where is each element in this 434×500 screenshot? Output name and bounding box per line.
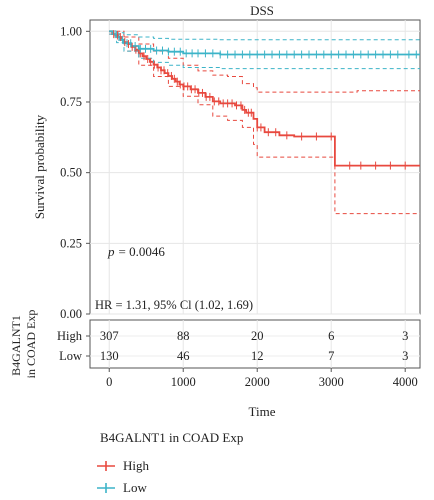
risk-count-low: 12 [251, 349, 264, 363]
y-axis: 0.00 0.25 0.50 0.75 1.00 [60, 24, 90, 321]
risk-table-ylabel-line-1: B4GALNT1 [9, 315, 23, 376]
risk-count-high: 6 [328, 329, 334, 343]
risk-count-low: 130 [100, 349, 119, 363]
grid [90, 20, 420, 315]
y-tick-label: 0.25 [60, 236, 82, 250]
risk-table-grid [90, 320, 420, 368]
y-tick-label: 1.00 [60, 24, 82, 38]
risk-table-ylabel-line-2: in COAD Exp [24, 310, 38, 379]
censor-marks [113, 30, 417, 170]
y-tick-label: 0.50 [60, 166, 82, 180]
high-upper-ci-line [109, 30, 420, 93]
p-value-annotation: p = 0.0046 [107, 244, 165, 259]
risk-count-high: 3 [402, 329, 408, 343]
y-axis-label: Survival probability [32, 114, 47, 219]
plot-border [89, 19, 421, 315]
x-axis-label: Time [249, 404, 276, 419]
main-plot-panel: 0.00 0.25 0.50 0.75 1.00 Survival probabilit… [32, 19, 421, 321]
legend-items: High Low [97, 458, 150, 495]
y-tick-label: 0.75 [60, 95, 82, 109]
risk-count-high: 20 [251, 329, 264, 343]
chart-title: DSS [250, 3, 274, 18]
p-symbol: p [107, 244, 115, 259]
legend: B4GALNT1 in COAD Exp High Low [97, 430, 243, 495]
x-tick-label: 2000 [245, 375, 270, 389]
low-lower-ci-line [109, 33, 420, 70]
hazard-ratio-annotation: HR = 1.31, 95% Cl (1.02, 1.69) [95, 298, 253, 312]
risk-count-low: 7 [328, 349, 334, 363]
high-lower-ci-line [109, 33, 420, 215]
risk-table-rows: High 307 88 20 6 3 Low 130 46 12 7 3 [57, 329, 408, 363]
x-tick-label: 4000 [393, 375, 418, 389]
x-tick-label: 3000 [319, 375, 344, 389]
risk-count-high: 307 [100, 329, 119, 343]
x-tick-label: 1000 [171, 375, 196, 389]
legend-high-label: High [123, 458, 150, 473]
risk-count-low: 3 [402, 349, 408, 363]
x-axis: 0 1000 2000 3000 4000 [106, 368, 418, 389]
risk-count-low: 46 [177, 349, 190, 363]
y-tick-label: 0.00 [60, 307, 82, 321]
risk-count-high: 88 [177, 329, 190, 343]
risk-table-border [89, 319, 421, 369]
p-value: = 0.0046 [119, 244, 166, 259]
risk-table-panel: High 307 88 20 6 3 Low 130 46 12 7 3 B4GALNT1 in CO… [9, 310, 421, 419]
risk-row-label-low: Low [59, 349, 82, 363]
legend-title: B4GALNT1 in COAD Exp [100, 430, 243, 445]
x-tick-label: 0 [106, 375, 112, 389]
legend-low-label: Low [123, 480, 147, 495]
risk-table-ylabel: B4GALNT1 in COAD Exp [9, 310, 38, 379]
risk-row-label-high: High [57, 329, 83, 343]
